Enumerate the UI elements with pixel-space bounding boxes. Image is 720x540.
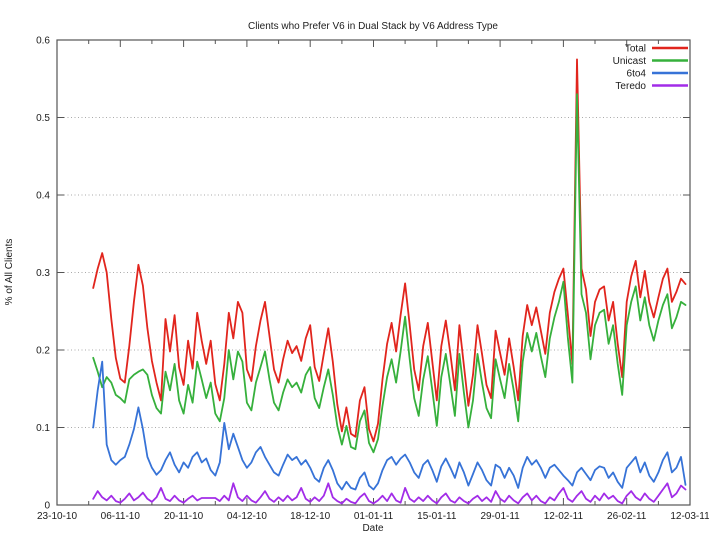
chart-title: Clients who Prefer V6 in Dual Stack by V… (248, 21, 498, 32)
x-tick-label: 04-12-10 (227, 511, 267, 522)
legend-label-teredo: Teredo (615, 81, 646, 92)
legend-label-total: Total (625, 44, 646, 55)
series-line-total (92, 58, 687, 443)
x-tick-label: 15-01-11 (417, 511, 457, 522)
x-tick-label: 23-10-10 (37, 511, 77, 522)
series-line-unicast (92, 93, 687, 454)
y-tick-label: 0.5 (36, 113, 50, 124)
y-tick-label: 0 (44, 501, 50, 512)
series-line-6to4 (92, 360, 687, 491)
x-tick-label: 20-11-10 (164, 511, 204, 522)
y-tick-label: 0.2 (36, 346, 50, 357)
y-tick-label: 0.1 (36, 423, 50, 434)
x-tick-label: 26-02-11 (607, 511, 647, 522)
legend-label-6to4: 6to4 (627, 69, 647, 80)
plot-border (56, 39, 691, 506)
series-line-teredo (92, 482, 687, 505)
x-tick-label: 12-02-11 (544, 511, 584, 522)
y-tick-label: 0.6 (36, 36, 50, 47)
y-tick-label: 0.4 (36, 191, 50, 202)
series-lines (92, 58, 687, 505)
x-axis-title: Date (362, 523, 384, 534)
x-tick-label: 01-01-11 (354, 511, 394, 522)
x-tick-label: 06-11-10 (101, 511, 141, 522)
edge-crop-overlay (709, 506, 720, 526)
x-tick-label: 12-03-11 (670, 511, 710, 522)
x-tick-label: 29-01-11 (480, 511, 520, 522)
legend-label-unicast: Unicast (613, 56, 647, 67)
gridlines (57, 117, 690, 428)
x-tick-label: 18-12-10 (290, 511, 330, 522)
y-tick-label: 0.3 (36, 268, 50, 279)
y-axis-title: % of All Clients (4, 239, 15, 306)
tick-labels: 0 0.1 0.2 0.3 0.4 0.5 0.6 23-10-10 06-11-10 20-11… (36, 36, 710, 523)
